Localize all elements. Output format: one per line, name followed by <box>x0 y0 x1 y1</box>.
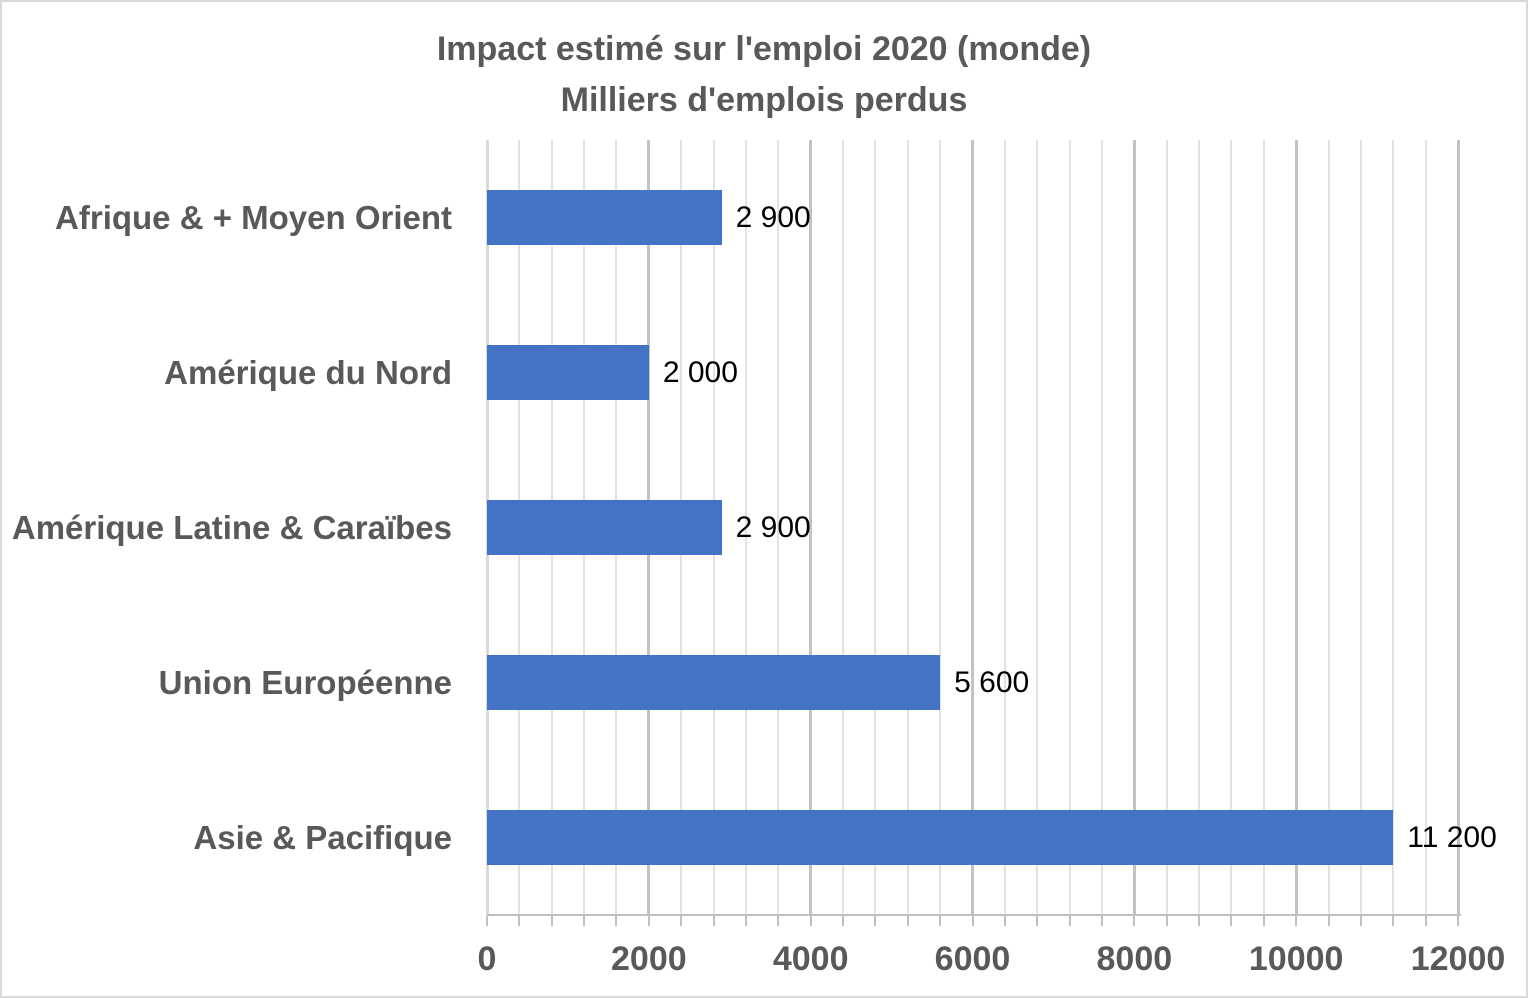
gridline-minor <box>1036 140 1039 915</box>
x-axis-tick <box>939 916 942 926</box>
x-axis-tick <box>615 916 618 926</box>
x-axis-tick <box>874 916 877 926</box>
bar <box>487 810 1394 865</box>
x-axis-tick <box>1003 916 1006 926</box>
x-axis-tick <box>1036 916 1039 926</box>
gridline-minor <box>1198 140 1201 915</box>
x-axis-tick <box>809 916 812 926</box>
gridline-minor <box>744 140 747 915</box>
bar-value-label: 2 900 <box>735 200 811 234</box>
x-axis-tick <box>971 916 974 926</box>
gridline-minor <box>1068 140 1071 915</box>
gridline-minor <box>874 140 877 915</box>
bar <box>487 655 941 710</box>
gridline-major <box>1294 140 1298 915</box>
x-axis-tick <box>1230 916 1233 926</box>
x-axis-tick <box>1133 916 1136 926</box>
category-label: Union Européenne <box>158 663 452 701</box>
x-axis-tick <box>744 916 747 926</box>
gridline-minor <box>1262 140 1265 915</box>
x-axis-tick <box>1424 916 1427 926</box>
x-axis-tick <box>680 916 683 926</box>
x-axis-tick <box>1165 916 1168 926</box>
x-axis-tick <box>1262 916 1265 926</box>
bar-value-label: 11 200 <box>1407 820 1497 854</box>
gridline-major <box>809 140 813 915</box>
gridline-minor <box>1165 140 1168 915</box>
gridline-minor <box>1100 140 1103 915</box>
x-tick-label: 12000 <box>1410 940 1506 978</box>
x-axis-tick <box>486 916 488 926</box>
chart-title-line1: Impact estimé sur l'emploi 2020 (monde) <box>436 30 1092 68</box>
x-tick-label: 2000 <box>611 940 687 978</box>
x-axis-tick <box>712 916 715 926</box>
gridline-major <box>1456 140 1460 915</box>
x-tick-label: 10000 <box>1248 940 1344 978</box>
bar <box>487 500 722 555</box>
gridline-major <box>971 140 974 915</box>
y-axis-category-labels: Afrique & + Moyen Orient Amérique du Nord… <box>2 140 487 915</box>
x-axis-tick <box>1295 916 1298 926</box>
gridline-minor <box>1424 140 1427 915</box>
gridline-minor <box>842 140 845 915</box>
x-axis-tick <box>1100 916 1103 926</box>
chart-title: Impact estimé sur l'emploi 2020 (monde) … <box>2 24 1526 126</box>
gridline-minor <box>1359 140 1362 915</box>
x-axis-tick <box>906 916 909 926</box>
x-axis-line <box>487 914 1461 916</box>
x-axis-tick <box>1068 916 1071 926</box>
gridline-minor <box>1327 140 1330 915</box>
plot-area: 2 900 2 000 2 900 5 600 11 200 <box>485 140 1497 915</box>
gridline-minor <box>939 140 942 915</box>
x-axis-tick <box>1198 916 1201 926</box>
category-label: Afrique & + Moyen Orient <box>55 198 452 236</box>
x-axis-tick <box>1327 916 1330 926</box>
category-label: Asie & Pacifique <box>193 818 452 856</box>
gridline-minor <box>1003 140 1006 915</box>
x-tick-label: 6000 <box>934 940 1011 978</box>
gridline-major <box>1132 140 1136 915</box>
gridline-minor <box>777 140 780 915</box>
bar <box>487 345 649 400</box>
x-axis-tick <box>842 916 845 926</box>
x-axis-tick <box>550 916 553 926</box>
x-axis-tick <box>583 916 586 926</box>
x-axis-tick <box>647 916 650 926</box>
bar-value-label: 2 000 <box>662 355 738 389</box>
gridline-minor <box>1392 140 1395 915</box>
bar-value-label: 5 600 <box>954 665 1030 699</box>
gridline-minor <box>906 140 909 915</box>
x-axis-tick <box>777 916 780 926</box>
chart-title-line2: Milliers d'emplois perdus <box>560 81 968 119</box>
category-label: Amérique Latine & Caraïbes <box>11 508 452 546</box>
x-axis-tick <box>518 916 521 926</box>
category-label: Amérique du Nord <box>164 353 452 391</box>
x-axis-tick <box>1392 916 1395 926</box>
bar-value-label: 2 900 <box>735 510 811 544</box>
x-tick-label: 8000 <box>1096 940 1173 978</box>
gridline-minor <box>1230 140 1233 915</box>
bar <box>487 190 722 245</box>
x-tick-label: 4000 <box>772 940 849 978</box>
x-axis-tick <box>1359 916 1362 926</box>
x-tick-label: 0 <box>477 940 497 978</box>
x-axis-tick <box>1457 916 1459 926</box>
